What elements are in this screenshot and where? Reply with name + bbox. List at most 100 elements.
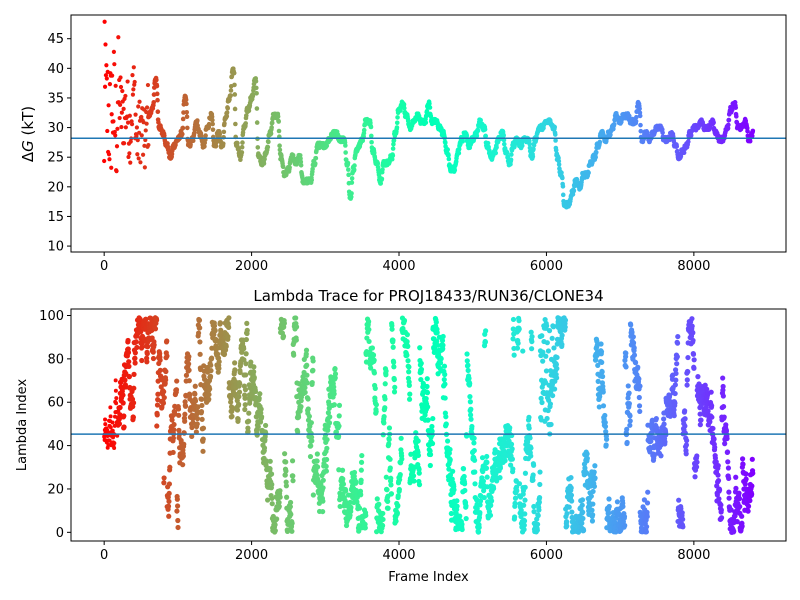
lambda-point [385,498,391,504]
lambda-point [682,408,688,414]
delta-g-point [345,160,351,166]
lambda-point [564,523,570,529]
delta-g-point [118,75,123,80]
delta-g-point [402,105,407,111]
lambda-point [406,396,413,402]
lambda-point [442,381,448,387]
lambda-point [208,362,214,368]
lambda-point [534,521,541,527]
lambda-point [199,416,205,422]
delta-g-point [135,152,140,157]
lambda-point [160,400,167,406]
lambda-point [251,364,257,370]
lambda-point [386,425,393,431]
delta-g-point [348,194,354,200]
lambda-point [405,358,411,364]
lambda-point [536,507,542,513]
lambda-point [189,433,195,440]
lambda-point [182,411,188,417]
lambda-point [193,429,199,435]
lambda-point [545,348,552,354]
delta-g-point [134,133,139,139]
lambda-point [689,323,695,329]
delta-g-point [254,106,260,111]
delta-g-point [349,176,355,181]
lambda-point [242,406,248,413]
lambda-point [154,402,161,408]
lambda-point [406,382,412,388]
lambda-point [339,467,346,473]
delta-g-point [169,151,175,157]
lambda-point [527,435,533,441]
delta-g-point [144,121,149,126]
lambda-point [510,316,517,323]
delta-g-point [611,121,617,127]
lambda-point [535,512,541,519]
delta-g-point [210,127,216,132]
lambda-point [332,366,338,372]
delta-g-point [269,120,275,126]
lambda-point [539,333,545,339]
delta-g-point [494,145,499,150]
lambda-point [635,364,641,370]
lambda-point [305,396,311,402]
lambda-point [468,416,474,422]
delta-g-point [228,93,233,98]
lambda-point [626,401,632,407]
lambda-point [192,398,199,404]
lambda-point [718,502,724,508]
lambda-point [127,384,133,391]
delta-g-y-axis-label: ΔG (kT) [19,106,37,162]
lambda-point [120,392,126,398]
lambda-point [516,326,522,332]
delta-symbol: Δ [19,151,37,162]
lambda-point [237,381,243,387]
lambda-point [599,359,605,365]
delta-g-point [674,144,680,149]
lambda-point [197,325,203,331]
lambda-point [554,365,560,372]
lambda-point [427,451,434,458]
lambda-point [192,391,198,397]
lambda-point [467,394,473,400]
delta-g-point [114,169,119,174]
delta-g-point [276,119,282,124]
lambda-point [522,511,528,517]
delta-g-point [389,156,395,162]
lambda-point [427,462,433,469]
lambda-point [680,524,686,530]
lambda-point [180,462,186,468]
ylabel-unit: (kT) [19,106,37,140]
lambda-point [381,414,387,420]
lambda-point [139,344,145,350]
lambda-point [514,345,521,351]
delta-g-point [103,73,109,78]
lambda-point [467,399,473,405]
delta-g-point [155,109,161,115]
lambda-point [382,405,388,411]
lambda-point [418,366,425,373]
lambda-point [469,423,475,430]
lambda-point [591,483,598,490]
lambda-point [165,503,172,509]
delta-g-point [243,121,248,126]
delta-g-point [102,19,107,24]
lambda-point [189,424,195,431]
lambda-point [510,466,516,472]
lambda-point [197,351,203,357]
lambda-point [370,352,377,358]
lambda-point [298,404,304,410]
delta-g-point [726,117,732,123]
delta-g-point [106,103,111,108]
lambda-point [182,403,189,409]
lambda-point [465,367,471,374]
lambda-point [406,369,412,375]
delta-g-point [361,127,367,133]
delta-g-point [142,165,147,170]
lambda-point [351,469,358,476]
lambda-point [217,320,224,326]
delta-g-point [343,143,348,148]
lambda-point [257,391,263,397]
lambda-point [544,340,550,346]
lambda-point [623,364,629,370]
